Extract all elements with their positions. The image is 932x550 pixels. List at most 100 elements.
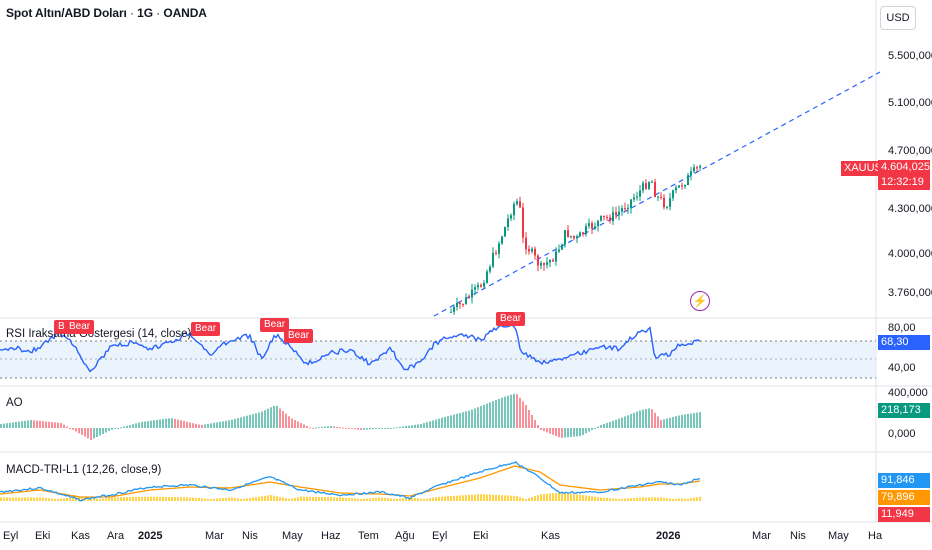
ao-bar xyxy=(369,428,371,430)
macd-hist-bar xyxy=(264,495,266,501)
rsi-tick: 80,00 xyxy=(888,322,916,334)
candle-body xyxy=(510,215,512,219)
ao-tick: 0,000 xyxy=(888,428,916,440)
macd-hist-bar xyxy=(327,497,329,501)
macd-hist-bar xyxy=(69,497,71,501)
ao-bar xyxy=(114,428,116,429)
macd-hist-bar xyxy=(222,498,224,501)
macd-hist-bar xyxy=(474,494,476,501)
macd-hist-bar xyxy=(516,496,518,501)
ao-bar xyxy=(168,418,170,428)
ao-bar xyxy=(393,427,395,429)
macd-hist-bar xyxy=(657,497,659,501)
macd-hist-bar xyxy=(288,498,290,501)
macd-hist-bar xyxy=(270,495,272,501)
month-label: Eyl xyxy=(432,530,448,542)
macd-hist-bar xyxy=(675,498,677,501)
macd-hist-bar xyxy=(531,497,533,501)
last-price-tag: 4.604,025 xyxy=(878,160,930,175)
ao-bar xyxy=(297,421,299,428)
ao-bar xyxy=(321,426,323,428)
ao-bar xyxy=(78,428,80,434)
ao-bar xyxy=(510,394,512,428)
macd-hist-bar xyxy=(210,499,212,501)
macd-hist-bar xyxy=(303,496,305,501)
ao-bar xyxy=(285,413,287,428)
ao-bar xyxy=(669,417,671,428)
macd-hist-bar xyxy=(504,495,506,501)
ao-bar xyxy=(219,421,221,428)
currency-button[interactable]: USD xyxy=(880,6,916,30)
ao-bar xyxy=(327,426,329,428)
macd-hist-bar xyxy=(30,497,32,501)
macd-hist-bar xyxy=(483,494,485,501)
trend-line[interactable] xyxy=(433,71,881,317)
ao-bar xyxy=(462,412,464,428)
ao-bar xyxy=(153,420,155,428)
macd-hist-bar xyxy=(117,497,119,501)
ao-bar xyxy=(612,420,614,428)
candle-body xyxy=(663,197,665,208)
rsi-title[interactable]: RSI Iraksama Göstergesi (14, close) xyxy=(6,328,192,340)
candle-body xyxy=(459,302,461,304)
ao-bar xyxy=(696,412,698,428)
candle-body xyxy=(564,230,566,245)
candle-body xyxy=(465,297,467,304)
lightning-icon[interactable]: ⚡ xyxy=(690,291,710,311)
interval-label[interactable]: 1G xyxy=(137,6,153,20)
candle-body xyxy=(654,181,656,197)
macd-hist-bar xyxy=(171,497,173,501)
ao-bar xyxy=(360,428,362,430)
ao-bar xyxy=(57,422,59,428)
macd-title[interactable]: MACD-TRI-L1 (12,26, close,9) xyxy=(6,464,162,476)
price-tick: 4.300,000 xyxy=(888,203,932,215)
ao-value-tag: 218,173 xyxy=(878,403,930,418)
ao-bar xyxy=(129,424,131,428)
macd-hist-bar xyxy=(558,492,560,501)
macd-hist-bar xyxy=(342,497,344,501)
candle-body xyxy=(495,252,497,254)
macd-hist-bar xyxy=(291,498,293,501)
macd-hist-bar xyxy=(546,493,548,501)
ao-bar xyxy=(420,424,422,428)
macd-hist-bar xyxy=(159,496,161,501)
ao-bar xyxy=(501,397,503,428)
macd-hist-bar xyxy=(249,497,251,501)
ao-bar xyxy=(450,415,452,428)
ao-bar xyxy=(123,426,125,428)
macd-hist-bar xyxy=(294,497,296,501)
macd-hist-bar xyxy=(27,497,29,501)
candle-body xyxy=(645,183,647,189)
ao-bar xyxy=(624,416,626,428)
month-label: Nis xyxy=(790,530,806,542)
macd-hist-bar xyxy=(588,495,590,501)
ao-bar xyxy=(66,426,68,428)
macd-hist-bar xyxy=(645,497,647,501)
macd-hist-bar xyxy=(564,493,566,501)
candle-body xyxy=(576,236,578,239)
ao-bar xyxy=(309,427,311,429)
macd-hist-bar xyxy=(648,497,650,501)
ao-bar xyxy=(522,401,524,428)
ao-bar xyxy=(162,419,164,428)
macd-hist-bar xyxy=(54,498,56,501)
candle-body xyxy=(609,217,611,222)
macd-hist-bar xyxy=(477,494,479,501)
ao-bar xyxy=(615,419,617,428)
macd-hist-bar xyxy=(285,498,287,501)
macd-hist-bar xyxy=(189,497,191,501)
macd-hist-bar xyxy=(141,496,143,501)
ao-bar xyxy=(69,428,71,429)
macd-hist-bar xyxy=(165,496,167,501)
ao-title[interactable]: AO xyxy=(6,397,23,409)
ao-bar xyxy=(528,410,530,428)
ao-bar xyxy=(249,414,251,428)
macd-hist-bar xyxy=(636,497,638,501)
candle-body xyxy=(474,287,476,290)
ao-bar xyxy=(246,415,248,428)
candle-body xyxy=(492,252,494,267)
macd-hist-bar xyxy=(300,496,302,501)
candle-body xyxy=(516,201,518,205)
ao-bar xyxy=(93,428,95,439)
